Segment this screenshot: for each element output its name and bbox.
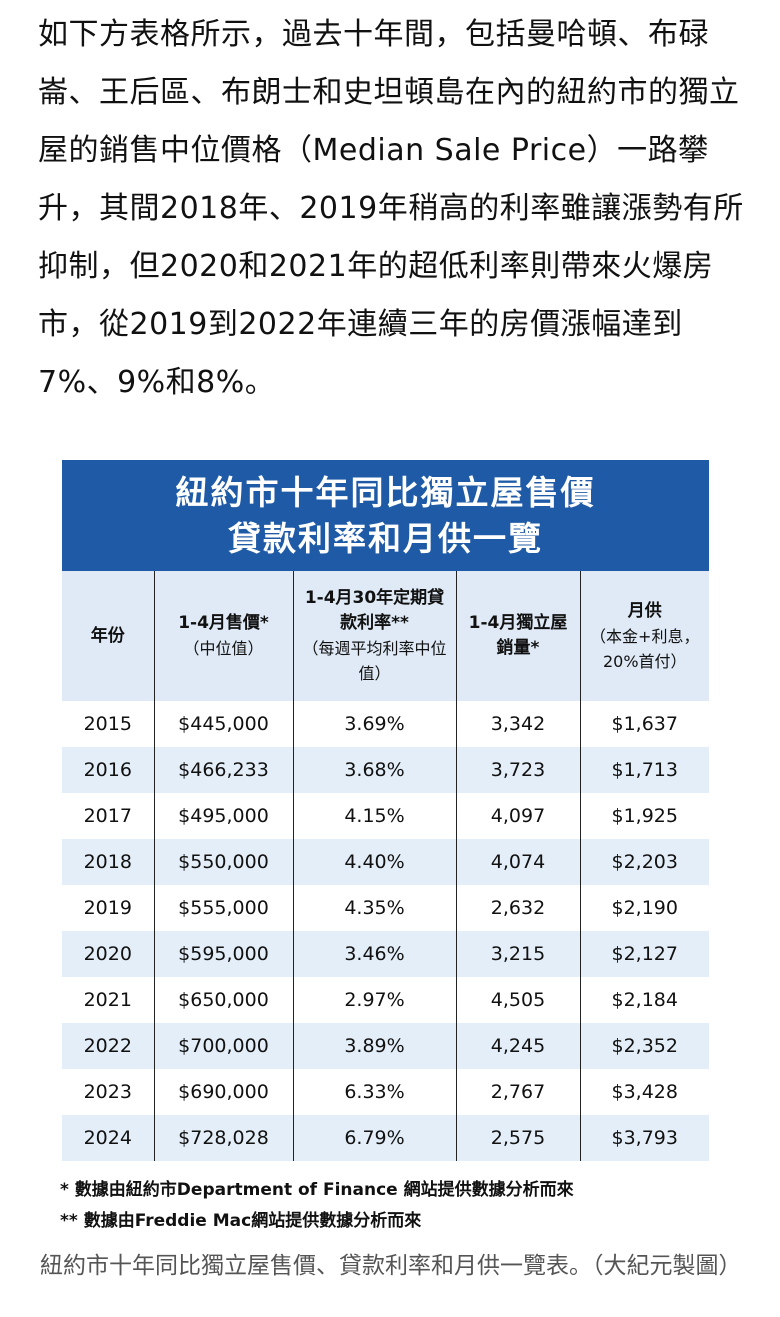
table-cell: 2021 [83, 989, 132, 1011]
table-row: 2018 $550,000 4.40% 4,074 $2,203 [62, 839, 709, 885]
table-row: 2022 $700,000 3.89% 4,245 $2,352 [62, 1023, 709, 1069]
table-cell: $690,000 [153, 1069, 293, 1115]
table-row: 2024 $728,028 6.79% 2,575 $3,793 [62, 1115, 709, 1161]
table-row: 2020 $595,000 3.46% 3,215 $2,127 [62, 931, 709, 977]
table-cell: $466,233 [153, 747, 293, 793]
table-cell: 2015 [83, 713, 132, 735]
table-cell: 2023 [83, 1081, 132, 1103]
table-cell: 2020 [62, 931, 154, 977]
table-row: 2015 $445,000 3.69% 3,342 $1,637 [62, 701, 709, 747]
table-title-line1: 紐約市十年同比獨立屋售價 [175, 473, 596, 512]
table-row: 2023 $690,000 6.33% 2,767 $3,428 [62, 1069, 709, 1115]
table-row: 2016 $466,233 3.68% 3,723 $1,713 [62, 747, 709, 793]
article-paragraph: 如下方表格所示，過去十年間，包括曼哈頓、布碌崙、王后區、布朗士和史坦頓島在內的紐… [38, 17, 744, 400]
table-cell: 3,215 [455, 931, 580, 977]
header-price: 1-4月售價* （中位值） [153, 571, 293, 701]
footnote-2: ** 數據由Freddie Mac網站提供數據分析而來 [60, 1211, 422, 1231]
table-cell: $2,352 [579, 1023, 709, 1069]
footnote-1: * 數據由紐約市Department of Finance 網站提供數據分析而來 [60, 1180, 574, 1200]
price-rate-table: 年份 1-4月售價* （中位值） 1-4月30年定期貸款利率** （每週平均利率中位… [62, 571, 709, 1161]
table-cell: $2,127 [579, 931, 709, 977]
table-cell: $1,637 [579, 701, 709, 747]
table-cell: $595,000 [153, 931, 293, 977]
table-cell: 2024 [62, 1115, 154, 1161]
table-cell: 2017 [83, 805, 132, 827]
table-cell: 3,723 [455, 747, 580, 793]
table-cell: $550,000 [153, 839, 293, 885]
header-monthly: 月供 （本金+利息，20%首付） [579, 571, 709, 701]
header-rate: 1-4月30年定期貸款利率** （每週平均利率中位值） [292, 571, 456, 701]
table-row: 2021 $650,000 2.97% 4,505 $2,184 [62, 977, 709, 1023]
table-title-line2: 貸款利率和月供一覽 [228, 519, 543, 558]
table-cell: 2019 [83, 897, 132, 919]
header-year: 年份 [62, 571, 154, 701]
table-cell: $495,000 [153, 793, 293, 839]
table-cell: 4.40% [292, 839, 456, 885]
table-cell: $1,713 [579, 747, 709, 793]
table-cell: 4,245 [455, 1023, 580, 1069]
table-cell: 4.15% [292, 793, 456, 839]
footnotes: * 數據由紐約市Department of Finance 網站提供數據分析而來… [60, 1175, 574, 1237]
table-cell: $728,028 [153, 1115, 293, 1161]
table-cell: 4,505 [455, 977, 580, 1023]
table-cell: $3,428 [579, 1069, 709, 1115]
table-cell: 2,632 [455, 885, 580, 931]
table-cell: 2016 [62, 747, 154, 793]
table-cell: 2,767 [455, 1069, 580, 1115]
table-cell: $1,925 [579, 793, 709, 839]
header-sales: 1-4月獨立屋銷量* [455, 571, 580, 701]
table-cell: $555,000 [153, 885, 293, 931]
table-cell: 3.46% [292, 931, 456, 977]
table-cell: 2,575 [455, 1115, 580, 1161]
table-cell: $650,000 [153, 977, 293, 1023]
table-row: 2017 $495,000 4.15% 4,097 $1,925 [62, 793, 709, 839]
table-cell: 4.35% [292, 885, 456, 931]
table-cell: 6.33% [292, 1069, 456, 1115]
table-cell: 4,097 [455, 793, 580, 839]
data-table-figure: 紐約市十年同比獨立屋售價 貸款利率和月供一覽 年份 1-4月售價* （中位值） 1… [62, 460, 709, 1161]
table-cell: 2.97% [292, 977, 456, 1023]
table-cell: $2,190 [579, 885, 709, 931]
table-cell: 3.69% [292, 701, 456, 747]
table-cell: $3,793 [579, 1115, 709, 1161]
figure-caption: 紐約市十年同比獨立屋售價、貸款利率和月供一覽表。（大紀元製圖） [40, 1253, 742, 1279]
table-title: 紐約市十年同比獨立屋售價 貸款利率和月供一覽 [62, 460, 709, 571]
table-cell: 4,074 [455, 839, 580, 885]
table-cell: 2022 [62, 1023, 154, 1069]
table-cell: $2,184 [579, 977, 709, 1023]
table-cell: 3.89% [292, 1023, 456, 1069]
table-cell: $2,203 [579, 839, 709, 885]
table-cell: $445,000 [153, 701, 293, 747]
table-cell: $700,000 [153, 1023, 293, 1069]
table-cell: 2018 [62, 839, 154, 885]
table-cell: 6.79% [292, 1115, 456, 1161]
table-cell: 3,342 [455, 701, 580, 747]
table-row: 2019 $555,000 4.35% 2,632 $2,190 [62, 885, 709, 931]
table-cell: 3.68% [292, 747, 456, 793]
